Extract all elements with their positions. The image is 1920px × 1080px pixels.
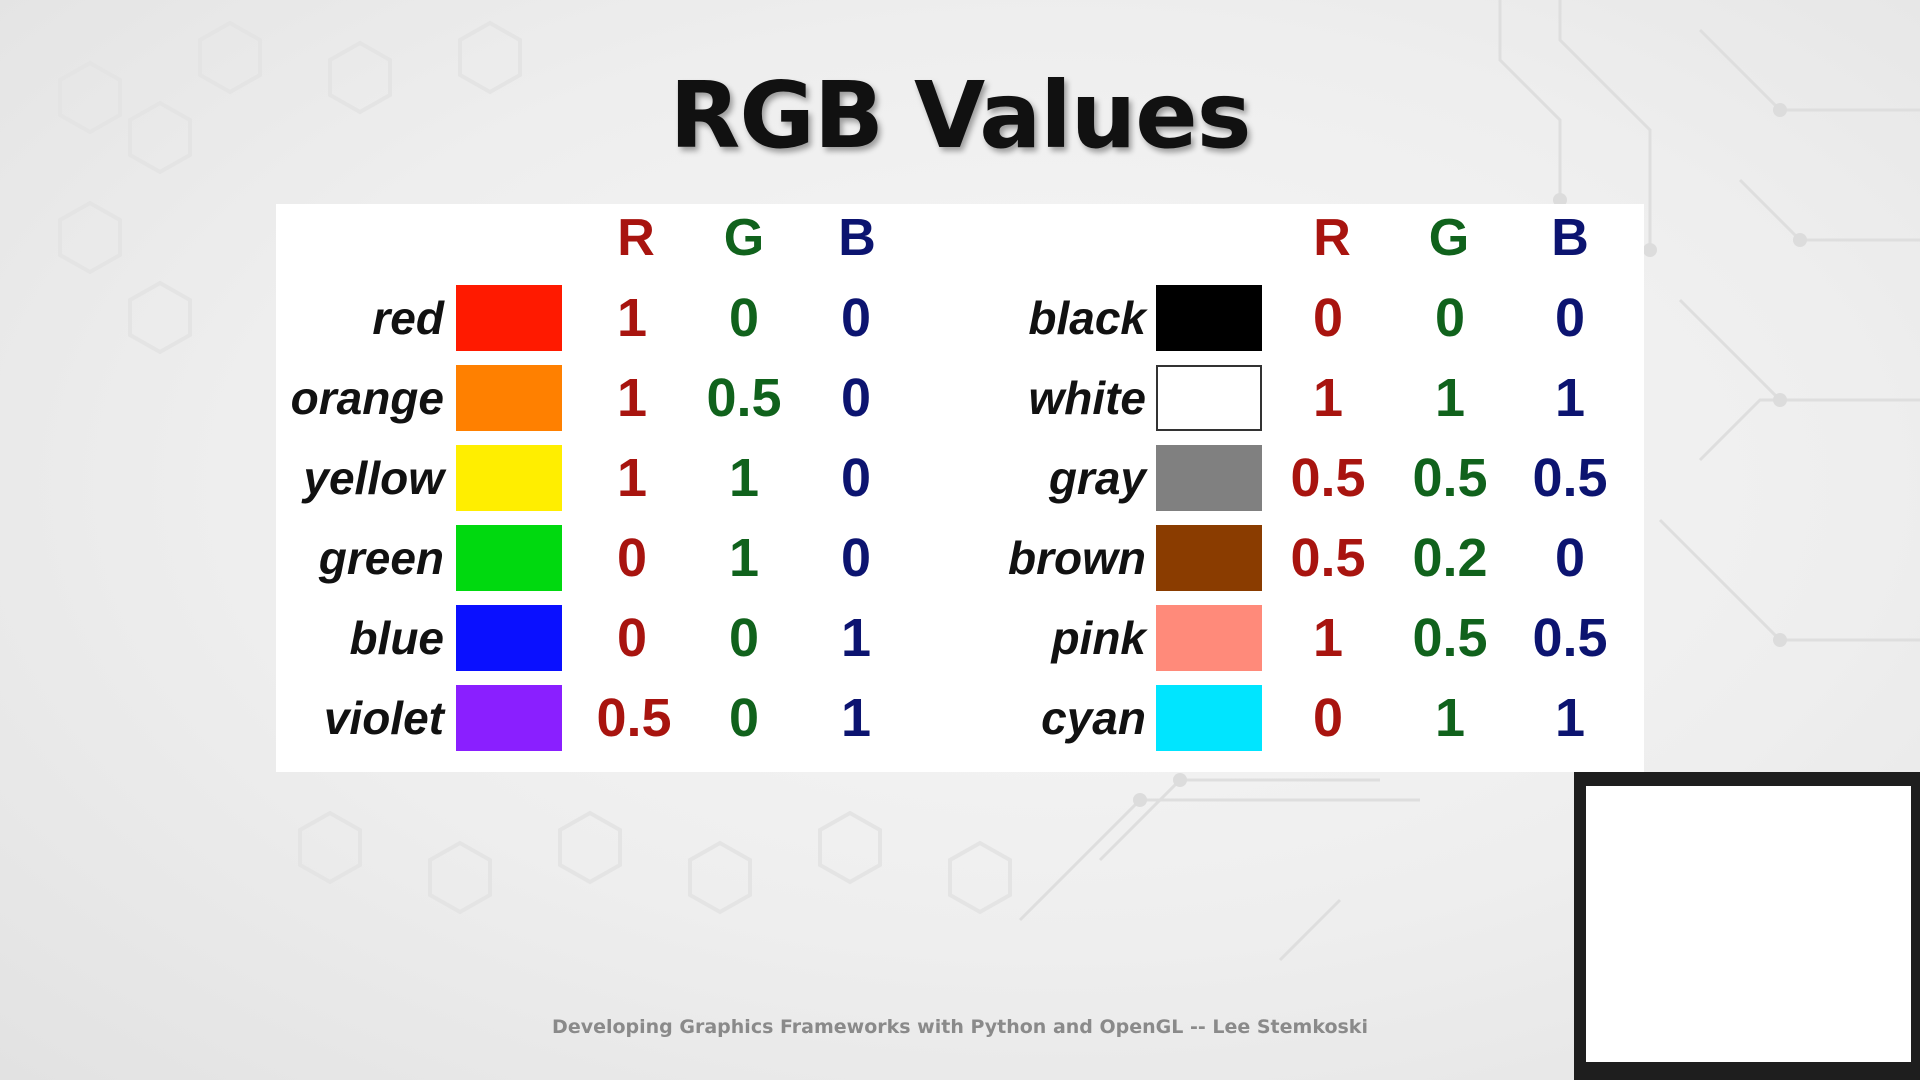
color-swatch — [1156, 285, 1262, 351]
g-value: 0.5 — [1412, 448, 1488, 508]
color-swatch — [1156, 525, 1262, 591]
b-value: 0 — [840, 288, 872, 348]
slide-footer: Developing Graphics Frameworks with Pyth… — [552, 1016, 1368, 1038]
b-value: 0 — [840, 368, 872, 428]
color-row-gray: gray 0.5 0.5 0.5 — [0, 445, 1920, 513]
header-r-right: R — [1313, 209, 1351, 267]
color-name: red — [372, 292, 444, 344]
b-value: 1 — [1554, 368, 1586, 428]
g-value: 0.5 — [1412, 608, 1488, 668]
color-swatch — [1156, 365, 1262, 431]
g-value: 0.2 — [1412, 528, 1488, 588]
color-swatch — [456, 525, 562, 591]
color-swatch — [456, 365, 562, 431]
r-value: 0 — [616, 528, 648, 588]
color-name: pink — [1051, 612, 1146, 664]
color-name: violet — [323, 692, 444, 744]
color-row-red: red 1 0 0 — [0, 285, 1920, 353]
color-row-yellow: yellow 1 1 0 — [0, 445, 1920, 513]
color-name: gray — [1048, 452, 1146, 504]
g-value: 0 — [728, 688, 760, 748]
webcam-overlay — [1574, 772, 1920, 1080]
color-name: black — [1028, 292, 1146, 344]
r-value: 0 — [616, 608, 648, 668]
color-name: orange — [290, 372, 444, 424]
r-value: 1 — [1312, 368, 1344, 428]
color-row-brown: brown 0.5 0.2 0 — [0, 525, 1920, 593]
color-row-violet: violet 0.5 0 1 — [0, 685, 1920, 753]
r-value: 0.5 — [1290, 528, 1366, 588]
color-row-blue: blue 0 0 1 — [0, 605, 1920, 673]
header-g-left: G — [723, 209, 765, 267]
g-value: 0 — [1434, 288, 1466, 348]
b-value: 0 — [840, 528, 872, 588]
r-value: 1 — [616, 368, 648, 428]
color-row-black: black 0 0 0 — [0, 285, 1920, 353]
header-g-right: G — [1428, 209, 1470, 267]
g-value: 0 — [728, 288, 760, 348]
color-swatch — [456, 445, 562, 511]
b-value: 1 — [840, 608, 872, 668]
color-name: yellow — [303, 452, 444, 504]
slide-title: RGB Values — [669, 62, 1252, 169]
b-value: 1 — [1554, 688, 1586, 748]
color-row-orange: orange 1 0.5 0 — [0, 365, 1920, 433]
b-value: 0 — [1554, 528, 1586, 588]
b-value: 0.5 — [1532, 448, 1608, 508]
g-value: 1 — [1434, 688, 1466, 748]
b-value: 0 — [840, 448, 872, 508]
r-value: 0 — [1312, 288, 1344, 348]
color-swatch — [1156, 685, 1262, 751]
r-value: 0.5 — [1290, 448, 1366, 508]
g-value: 0 — [728, 608, 760, 668]
r-value: 1 — [1312, 608, 1344, 668]
color-swatch — [1156, 605, 1262, 671]
color-row-white: white 1 1 1 — [0, 365, 1920, 433]
b-value: 0.5 — [1532, 608, 1608, 668]
color-row-pink: pink 1 0.5 0.5 — [0, 605, 1920, 673]
r-value: 0 — [1312, 688, 1344, 748]
color-name: cyan — [1041, 692, 1146, 744]
color-name: brown — [1008, 532, 1146, 584]
color-swatch — [1156, 445, 1262, 511]
color-row-cyan: cyan 0 1 1 — [0, 685, 1920, 753]
g-value: 1 — [728, 448, 760, 508]
g-value: 1 — [1434, 368, 1466, 428]
color-swatch — [456, 685, 562, 751]
g-value: 0.5 — [706, 368, 782, 428]
b-value: 0 — [1554, 288, 1586, 348]
b-value: 1 — [840, 688, 872, 748]
color-swatch — [456, 285, 562, 351]
r-value: 1 — [616, 448, 648, 508]
color-name: blue — [349, 612, 444, 664]
color-name: green — [318, 532, 444, 584]
color-name: white — [1028, 372, 1146, 424]
r-value: 0.5 — [596, 688, 672, 748]
header-b-right: B — [1551, 209, 1589, 267]
header-r-left: R — [617, 209, 655, 267]
g-value: 1 — [728, 528, 760, 588]
header-b-left: B — [838, 209, 876, 267]
color-swatch — [456, 605, 562, 671]
r-value: 1 — [616, 288, 648, 348]
color-row-green: green 0 1 0 — [0, 525, 1920, 593]
webcam-frame — [1586, 786, 1911, 1062]
